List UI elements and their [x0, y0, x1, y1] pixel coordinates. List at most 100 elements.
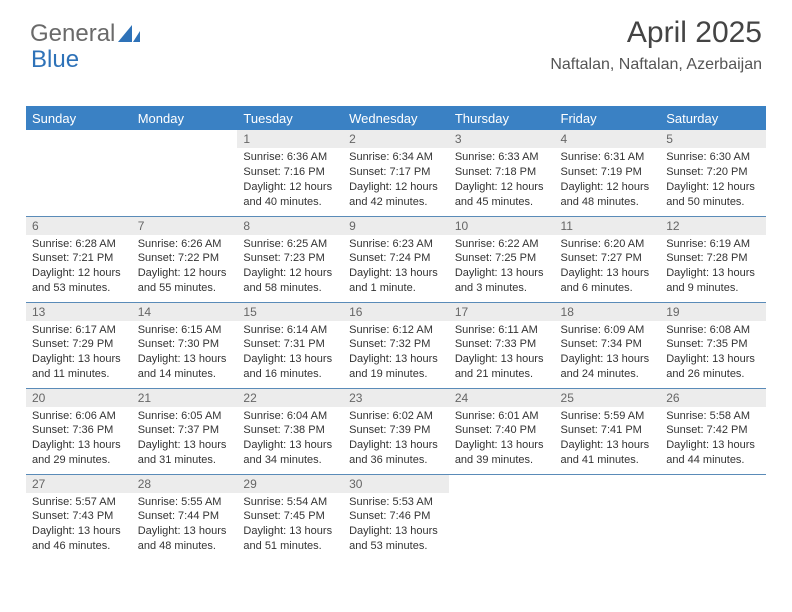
sunrise-text: Sunrise: 6:05 AM — [138, 409, 232, 424]
sunset-text: Sunset: 7:27 PM — [561, 251, 655, 266]
day-details: Sunrise: 6:26 AMSunset: 7:22 PMDaylight:… — [132, 235, 238, 300]
daylight-text: Daylight: 12 hours — [455, 180, 549, 195]
sunrise-text: Sunrise: 6:25 AM — [243, 237, 337, 252]
daylight-text: Daylight: 12 hours — [138, 266, 232, 281]
calendar-cell — [555, 474, 661, 560]
sunrise-text: Sunrise: 6:11 AM — [455, 323, 549, 338]
day-number — [660, 475, 766, 493]
calendar-week: 6Sunrise: 6:28 AMSunset: 7:21 PMDaylight… — [26, 216, 766, 302]
sunset-text: Sunset: 7:34 PM — [561, 337, 655, 352]
daylight-text: Daylight: 12 hours — [243, 180, 337, 195]
day-details: Sunrise: 6:23 AMSunset: 7:24 PMDaylight:… — [343, 235, 449, 300]
calendar-cell — [660, 474, 766, 560]
calendar-cell: 4Sunrise: 6:31 AMSunset: 7:19 PMDaylight… — [555, 130, 661, 216]
sunrise-text: Sunrise: 6:36 AM — [243, 150, 337, 165]
daylight-text: Daylight: 13 hours — [138, 352, 232, 367]
day-details: Sunrise: 6:08 AMSunset: 7:35 PMDaylight:… — [660, 321, 766, 386]
day-number — [449, 475, 555, 493]
sunset-text: Sunset: 7:16 PM — [243, 165, 337, 180]
daylight-text: and 42 minutes. — [349, 195, 443, 210]
calendar-cell: 23Sunrise: 6:02 AMSunset: 7:39 PMDayligh… — [343, 388, 449, 474]
day-number: 3 — [449, 130, 555, 148]
daylight-text: and 46 minutes. — [32, 539, 126, 554]
day-details: Sunrise: 6:25 AMSunset: 7:23 PMDaylight:… — [237, 235, 343, 300]
day-details: Sunrise: 6:05 AMSunset: 7:37 PMDaylight:… — [132, 407, 238, 472]
sunrise-text: Sunrise: 5:59 AM — [561, 409, 655, 424]
calendar-cell: 10Sunrise: 6:22 AMSunset: 7:25 PMDayligh… — [449, 216, 555, 302]
sunrise-text: Sunrise: 6:12 AM — [349, 323, 443, 338]
day-header: Friday — [555, 106, 661, 130]
brand-part2: Blue — [31, 46, 79, 74]
sunrise-text: Sunrise: 5:53 AM — [349, 495, 443, 510]
sunset-text: Sunset: 7:20 PM — [666, 165, 760, 180]
daylight-text: Daylight: 13 hours — [561, 438, 655, 453]
sunset-text: Sunset: 7:41 PM — [561, 423, 655, 438]
daylight-text: Daylight: 13 hours — [349, 266, 443, 281]
day-header: Saturday — [660, 106, 766, 130]
day-number: 15 — [237, 303, 343, 321]
day-details: Sunrise: 6:14 AMSunset: 7:31 PMDaylight:… — [237, 321, 343, 386]
sunset-text: Sunset: 7:33 PM — [455, 337, 549, 352]
sunrise-text: Sunrise: 6:28 AM — [32, 237, 126, 252]
sunrise-text: Sunrise: 6:26 AM — [138, 237, 232, 252]
daylight-text: Daylight: 13 hours — [138, 524, 232, 539]
daylight-text: and 16 minutes. — [243, 367, 337, 382]
sunset-text: Sunset: 7:17 PM — [349, 165, 443, 180]
sunrise-text: Sunrise: 6:15 AM — [138, 323, 232, 338]
day-header: Monday — [132, 106, 238, 130]
day-details: Sunrise: 6:11 AMSunset: 7:33 PMDaylight:… — [449, 321, 555, 386]
daylight-text: and 14 minutes. — [138, 367, 232, 382]
day-number: 13 — [26, 303, 132, 321]
day-number: 21 — [132, 389, 238, 407]
daylight-text: Daylight: 13 hours — [455, 352, 549, 367]
sunrise-text: Sunrise: 6:09 AM — [561, 323, 655, 338]
day-details: Sunrise: 6:01 AMSunset: 7:40 PMDaylight:… — [449, 407, 555, 472]
sunrise-text: Sunrise: 5:57 AM — [32, 495, 126, 510]
daylight-text: Daylight: 13 hours — [666, 438, 760, 453]
day-number — [132, 130, 238, 148]
day-number: 20 — [26, 389, 132, 407]
calendar-body: 1Sunrise: 6:36 AMSunset: 7:16 PMDaylight… — [26, 130, 766, 560]
day-number: 30 — [343, 475, 449, 493]
daylight-text: and 9 minutes. — [666, 281, 760, 296]
day-number: 22 — [237, 389, 343, 407]
calendar-cell: 25Sunrise: 5:59 AMSunset: 7:41 PMDayligh… — [555, 388, 661, 474]
daylight-text: and 31 minutes. — [138, 453, 232, 468]
daylight-text: and 58 minutes. — [243, 281, 337, 296]
daylight-text: and 44 minutes. — [666, 453, 760, 468]
calendar-cell: 30Sunrise: 5:53 AMSunset: 7:46 PMDayligh… — [343, 474, 449, 560]
sunrise-text: Sunrise: 6:06 AM — [32, 409, 126, 424]
day-details: Sunrise: 5:57 AMSunset: 7:43 PMDaylight:… — [26, 493, 132, 558]
calendar-cell: 19Sunrise: 6:08 AMSunset: 7:35 PMDayligh… — [660, 302, 766, 388]
calendar-cell: 27Sunrise: 5:57 AMSunset: 7:43 PMDayligh… — [26, 474, 132, 560]
daylight-text: Daylight: 12 hours — [349, 180, 443, 195]
day-number: 17 — [449, 303, 555, 321]
day-header: Thursday — [449, 106, 555, 130]
calendar-cell: 9Sunrise: 6:23 AMSunset: 7:24 PMDaylight… — [343, 216, 449, 302]
sunset-text: Sunset: 7:18 PM — [455, 165, 549, 180]
daylight-text: and 48 minutes. — [561, 195, 655, 210]
daylight-text: and 45 minutes. — [455, 195, 549, 210]
calendar-table: SundayMondayTuesdayWednesdayThursdayFrid… — [26, 106, 766, 560]
day-details: Sunrise: 6:28 AMSunset: 7:21 PMDaylight:… — [26, 235, 132, 300]
sunrise-text: Sunrise: 6:01 AM — [455, 409, 549, 424]
sunrise-text: Sunrise: 5:54 AM — [243, 495, 337, 510]
day-number: 14 — [132, 303, 238, 321]
daylight-text: Daylight: 13 hours — [32, 352, 126, 367]
calendar-cell: 5Sunrise: 6:30 AMSunset: 7:20 PMDaylight… — [660, 130, 766, 216]
day-details: Sunrise: 5:53 AMSunset: 7:46 PMDaylight:… — [343, 493, 449, 558]
sunrise-text: Sunrise: 6:23 AM — [349, 237, 443, 252]
day-details: Sunrise: 5:59 AMSunset: 7:41 PMDaylight:… — [555, 407, 661, 472]
sunset-text: Sunset: 7:44 PM — [138, 509, 232, 524]
sunset-text: Sunset: 7:42 PM — [666, 423, 760, 438]
day-details: Sunrise: 6:31 AMSunset: 7:19 PMDaylight:… — [555, 148, 661, 213]
sunset-text: Sunset: 7:32 PM — [349, 337, 443, 352]
sunset-text: Sunset: 7:37 PM — [138, 423, 232, 438]
daylight-text: Daylight: 13 hours — [666, 266, 760, 281]
calendar-cell: 1Sunrise: 6:36 AMSunset: 7:16 PMDaylight… — [237, 130, 343, 216]
day-details: Sunrise: 5:55 AMSunset: 7:44 PMDaylight:… — [132, 493, 238, 558]
sunset-text: Sunset: 7:36 PM — [32, 423, 126, 438]
calendar-cell: 24Sunrise: 6:01 AMSunset: 7:40 PMDayligh… — [449, 388, 555, 474]
day-number: 7 — [132, 217, 238, 235]
brand-part1: General — [30, 20, 115, 48]
